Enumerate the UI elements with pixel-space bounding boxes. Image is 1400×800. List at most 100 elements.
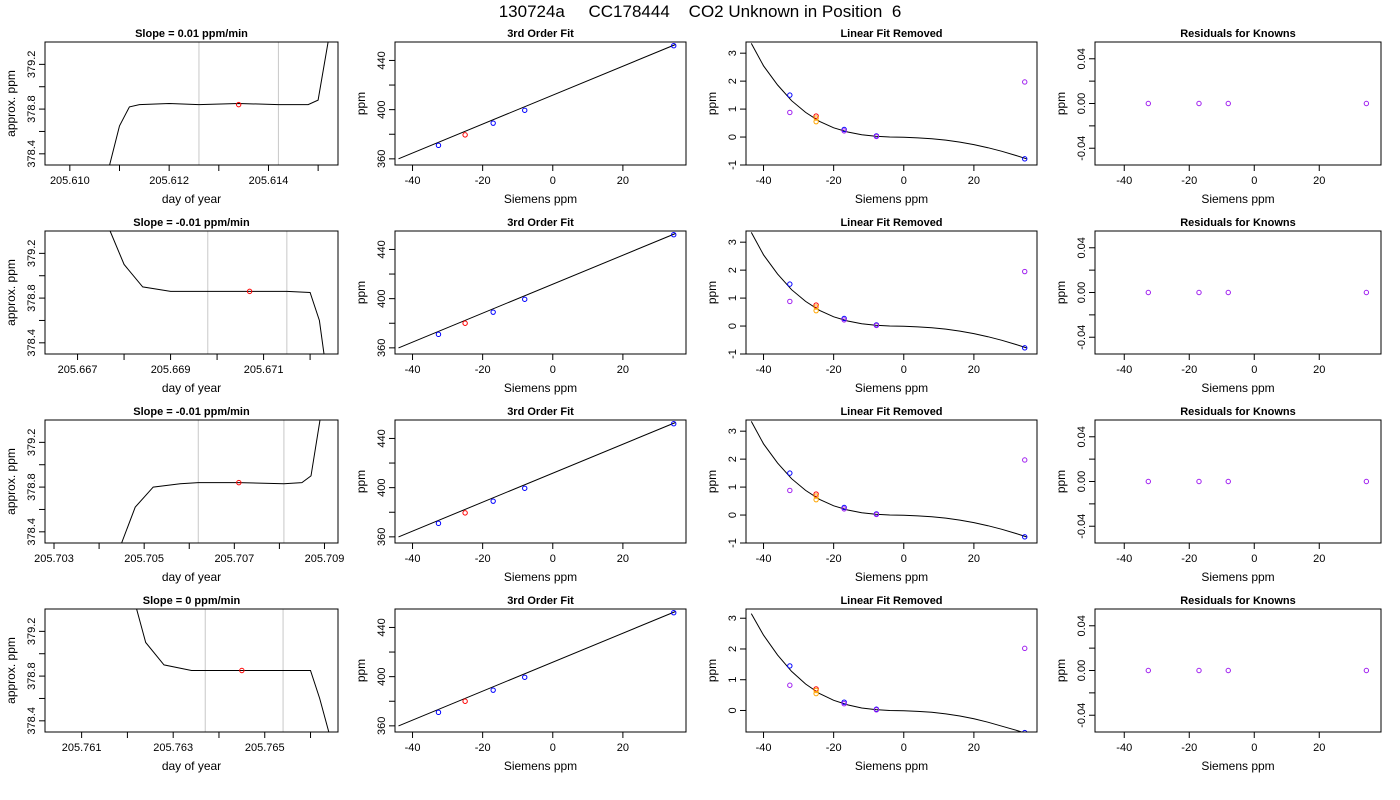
x-tick-label: 0	[901, 553, 907, 565]
y-tick-label: 379.2	[26, 240, 38, 268]
x-axis-label: day of year	[162, 570, 221, 584]
concentration-trace	[109, 231, 325, 354]
x-tick-label: 205.703	[34, 553, 74, 565]
data-point	[1196, 289, 1202, 296]
x-tick-label: 20	[968, 364, 980, 376]
x-tick-label: -20	[826, 553, 842, 565]
x-axis-label: Siemens ppm	[1201, 192, 1274, 206]
panel-title: Residuals for Knowns	[1180, 406, 1296, 418]
x-tick-label: 0	[550, 553, 556, 565]
y-tick-label: 400	[376, 289, 388, 307]
data-point	[1363, 478, 1370, 485]
y-tick-label: -0.04	[1076, 136, 1088, 161]
x-tick-label: -40	[1116, 553, 1132, 565]
y-tick-label: -0.04	[1076, 325, 1088, 350]
panel-title: 3rd Order Fit	[507, 595, 574, 607]
plot-area	[750, 613, 1028, 732]
panel-title: Linear Fit Removed	[840, 406, 942, 418]
plot-frame	[44, 41, 339, 166]
panel-1-2: 3rd Order Fit -40 -20 0 20 360 400 440 Siemens p…	[354, 28, 687, 206]
y-tick-label: 440	[376, 618, 388, 636]
panel-3-1: Slope = -0.01 ppm/min 205.703 205.705 205.7…	[4, 406, 344, 584]
x-tick-label: 0	[1251, 553, 1257, 565]
data-point	[1225, 100, 1231, 107]
data-point	[462, 132, 468, 138]
fit-curve	[750, 421, 1027, 538]
data-point	[1225, 289, 1231, 296]
plot-frame	[394, 419, 687, 544]
x-tick-label: -40	[1116, 175, 1132, 187]
panel-2-3: Linear Fit Removed -40 -20 0 20 -1 0 1 2 3 Siemens…	[705, 217, 1038, 395]
plot-area	[1145, 289, 1370, 296]
data-point	[462, 698, 468, 704]
data-point	[1196, 478, 1202, 485]
y-tick-label: 440	[376, 429, 388, 447]
data-point	[671, 42, 677, 49]
x-axis-label: Siemens ppm	[855, 570, 928, 584]
x-tick-label: -40	[1116, 742, 1132, 754]
concentration-trace	[121, 420, 321, 543]
data-point	[813, 690, 819, 697]
y-tick-label: 360	[376, 528, 388, 546]
y-tick-label: 360	[376, 150, 388, 168]
concentration-trace	[109, 42, 329, 165]
panel-title: Slope = -0.01 ppm/min	[133, 217, 250, 229]
y-axis-label: ppm	[705, 92, 719, 115]
data-point	[435, 142, 442, 149]
x-tick-label: 20	[617, 742, 629, 754]
y-tick-label: 0.04	[1076, 615, 1088, 636]
y-tick-label: -1	[727, 538, 739, 548]
x-tick-label: -20	[475, 553, 491, 565]
x-tick-label: 20	[617, 175, 629, 187]
plot-area	[750, 232, 1028, 351]
x-tick-label: 20	[617, 553, 629, 565]
x-tick-label: 0	[1251, 175, 1257, 187]
plot-area	[1145, 667, 1370, 674]
x-tick-label: -40	[405, 553, 421, 565]
y-axis-label: approx. ppm	[4, 70, 18, 137]
x-tick-label: 20	[1313, 553, 1325, 565]
plot-frame	[394, 608, 687, 733]
plot-area	[398, 42, 677, 160]
plot-frame	[745, 608, 1038, 733]
plot-area	[398, 231, 677, 349]
panel-title: 3rd Order Fit	[507, 406, 574, 418]
x-tick-label: 205.610	[50, 175, 90, 187]
y-axis-label: approx. ppm	[4, 637, 18, 704]
data-point	[671, 420, 677, 427]
y-tick-label: 2	[727, 646, 739, 652]
y-tick-label: 1	[727, 106, 739, 112]
x-tick-label: -20	[826, 742, 842, 754]
data-point	[787, 682, 793, 688]
y-axis-label: approx. ppm	[4, 259, 18, 326]
x-tick-label: -20	[1181, 364, 1197, 376]
data-point	[813, 304, 819, 310]
data-point	[1363, 100, 1370, 107]
data-point	[787, 281, 793, 287]
data-point	[1022, 345, 1028, 351]
data-point	[1022, 457, 1028, 463]
data-point	[1145, 478, 1152, 485]
y-tick-label: -0.04	[1076, 703, 1088, 728]
data-point	[1145, 100, 1152, 107]
x-axis-label: day of year	[162, 192, 221, 206]
x-tick-label: -40	[756, 364, 772, 376]
x-tick-label: 205.761	[62, 742, 102, 754]
y-axis-label: approx. ppm	[4, 448, 18, 515]
y-axis-label: ppm	[705, 659, 719, 682]
panel-2-4: Residuals for Knowns -40 -20 0 20 -0.04 0.00 0.…	[1054, 217, 1382, 395]
data-point	[1145, 667, 1152, 674]
data-point	[490, 309, 496, 315]
x-tick-label: 0	[901, 364, 907, 376]
y-tick-label: 1	[727, 484, 739, 490]
data-point	[1196, 667, 1202, 674]
x-axis-label: day of year	[162, 759, 221, 773]
panel-1-3: Linear Fit Removed -40 -20 0 20 -1 0 1 2 3 Siemens…	[705, 28, 1038, 206]
panel-4-1: Slope = 0 ppm/min 205.761 205.763 205.765 37…	[4, 595, 339, 773]
data-point	[490, 498, 496, 504]
panel-3-4: Residuals for Knowns -40 -20 0 20 -0.04 0.00 0.…	[1054, 406, 1382, 584]
y-tick-label: 378.4	[26, 140, 38, 168]
x-tick-label: 0	[550, 175, 556, 187]
x-tick-label: 0	[901, 175, 907, 187]
